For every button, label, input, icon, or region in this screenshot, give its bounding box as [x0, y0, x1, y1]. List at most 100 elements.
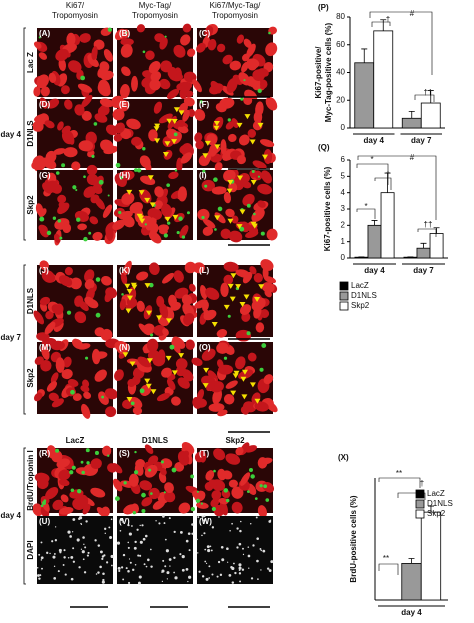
- cell: [58, 275, 73, 287]
- green-cell: [217, 206, 223, 212]
- cell: [241, 61, 249, 73]
- nucleus: [256, 559, 259, 563]
- arrowhead: [124, 283, 131, 289]
- cell: [82, 379, 90, 388]
- nucleus: [150, 565, 153, 568]
- green-cell: [121, 293, 124, 296]
- green-cell: [164, 35, 167, 38]
- arrowhead: [243, 294, 250, 300]
- arrowhead: [214, 144, 221, 150]
- bar: [354, 256, 369, 259]
- cell: [74, 311, 87, 324]
- nucleus: [238, 572, 242, 575]
- cell: [136, 271, 149, 281]
- cell: [121, 192, 135, 205]
- cell: [252, 160, 267, 170]
- legend-swatch: [339, 281, 349, 291]
- cell: [41, 344, 50, 360]
- micrograph: (L): [192, 259, 278, 342]
- cell: [264, 289, 272, 298]
- cell: [177, 377, 190, 389]
- micrograph: (C): [192, 23, 278, 102]
- cell: [179, 225, 189, 239]
- bracket: [23, 447, 26, 585]
- nucleus: [255, 516, 258, 519]
- cell: [192, 79, 202, 93]
- cell: [173, 270, 184, 283]
- green-cell: [213, 177, 218, 182]
- cell: [197, 208, 210, 221]
- cell: [64, 99, 73, 110]
- cell: [123, 260, 132, 275]
- arrowhead: [178, 110, 185, 116]
- annotation: †: [386, 15, 390, 24]
- green-cell: [130, 401, 135, 406]
- cell: [130, 503, 140, 514]
- arrowhead: [254, 296, 261, 302]
- green-cell: [248, 467, 254, 473]
- nucleus: [52, 555, 56, 559]
- cell: [217, 468, 227, 481]
- significance-bracket: [417, 228, 437, 237]
- cell: [91, 46, 98, 60]
- green-cell: [55, 171, 60, 175]
- arrowhead: [244, 114, 251, 120]
- error-bar: [380, 19, 387, 31]
- cell: [214, 212, 226, 224]
- cell: [166, 128, 179, 140]
- nucleus: [38, 553, 41, 556]
- green-cell: [173, 132, 178, 137]
- cell: [81, 94, 93, 108]
- green-cell: [211, 506, 216, 512]
- green-cell: [139, 388, 145, 394]
- cell: [154, 33, 165, 43]
- nucleus: [81, 550, 85, 554]
- cell: [198, 155, 210, 167]
- green-cell: [59, 236, 63, 240]
- cell: [39, 97, 48, 109]
- cell: [144, 464, 158, 478]
- cell: [220, 228, 231, 239]
- green-cell: [166, 183, 171, 188]
- cell: [89, 216, 99, 225]
- cell: [51, 304, 63, 315]
- significance-bracket: [369, 11, 433, 75]
- cell: [223, 261, 239, 272]
- cell: [146, 338, 159, 353]
- green-cell: [160, 460, 164, 464]
- nucleus: [168, 558, 172, 561]
- column-header: Tropomyosin: [132, 11, 178, 20]
- green-cell: [55, 448, 60, 453]
- cell: [114, 369, 124, 382]
- y-tick-label: 6: [341, 155, 346, 164]
- annotation: †: [420, 479, 424, 488]
- arrowhead: [233, 370, 240, 376]
- cell: [264, 276, 277, 284]
- nucleus: [205, 577, 209, 581]
- cell: [252, 69, 266, 81]
- cell: [161, 203, 172, 217]
- significance-bracket: [374, 177, 392, 190]
- nucleus: [40, 556, 44, 560]
- arrowhead: [223, 304, 230, 310]
- arrowhead: [202, 153, 209, 159]
- green-cell: [94, 450, 99, 456]
- cell: [53, 233, 61, 244]
- cell: [177, 186, 187, 202]
- green-cell: [70, 488, 75, 493]
- nucleus: [162, 559, 165, 562]
- cell: [251, 208, 265, 222]
- cell: [31, 159, 45, 170]
- cell: [58, 58, 67, 72]
- cell: [211, 490, 222, 501]
- nucleus: [185, 567, 189, 571]
- nucleus: [97, 544, 101, 547]
- green-cell: [93, 122, 98, 126]
- cell: [112, 478, 123, 492]
- cell: [223, 394, 235, 405]
- arrowhead: [164, 216, 171, 222]
- nucleus: [187, 580, 189, 583]
- cell: [99, 61, 110, 72]
- y-tick-label: 4: [341, 188, 346, 197]
